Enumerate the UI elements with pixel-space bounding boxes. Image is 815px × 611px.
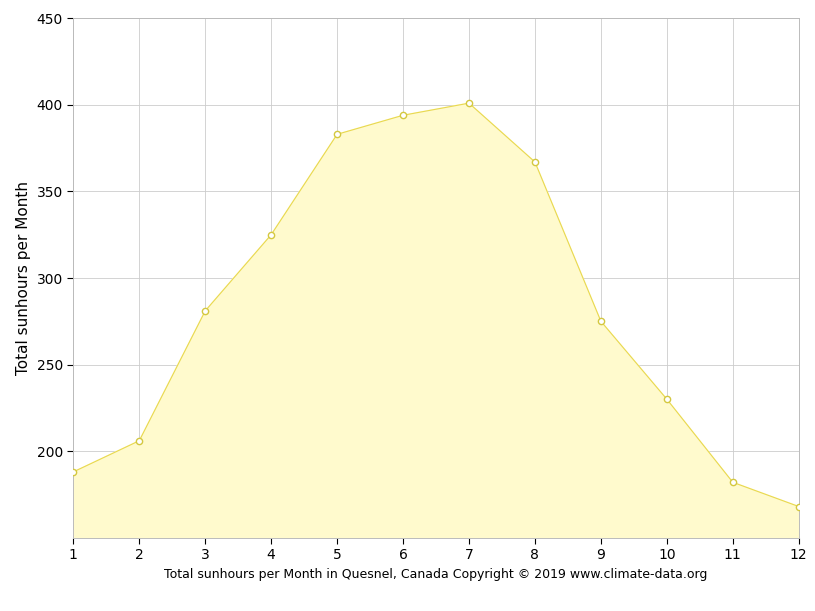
Y-axis label: Total sunhours per Month: Total sunhours per Month (16, 181, 31, 375)
X-axis label: Total sunhours per Month in Quesnel, Canada Copyright © 2019 www.climate-data.or: Total sunhours per Month in Quesnel, Can… (165, 568, 707, 580)
